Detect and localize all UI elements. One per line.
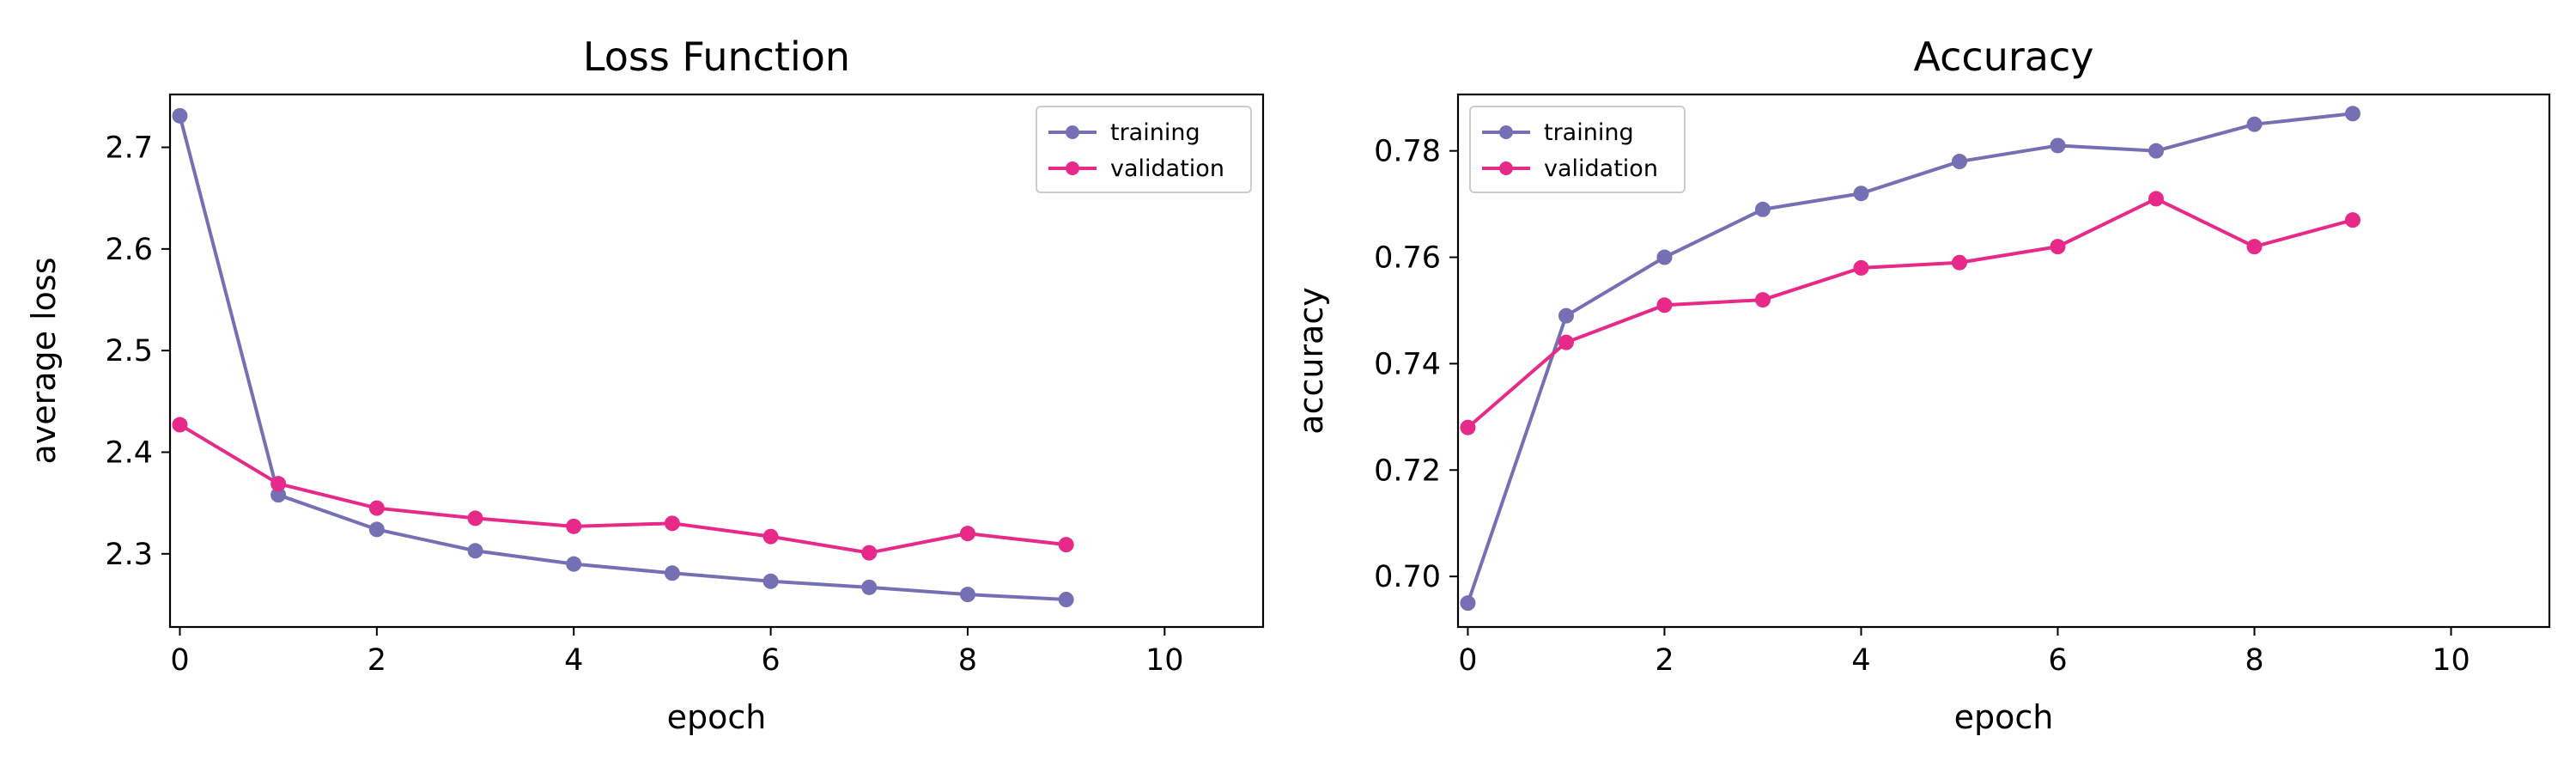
accuracy-point-validation <box>2050 239 2066 255</box>
accuracy-legend-label: validation <box>1544 155 1658 182</box>
accuracy-chart: Accuracy epoch accuracy 0 2 4 6 8 10 0.70 0.72 0… <box>1292 33 2551 736</box>
accuracy-x-tick-label: 8 <box>2245 643 2263 678</box>
loss-point-training <box>172 107 188 124</box>
accuracy-y-tick-label: 0.70 <box>1374 560 1441 594</box>
loss-x-tick-label: 2 <box>368 643 386 678</box>
accuracy-y-tick-label: 0.74 <box>1374 347 1441 381</box>
accuracy-point-validation <box>1951 254 1967 271</box>
accuracy-x-tick-label: 4 <box>1851 643 1870 678</box>
loss-legend: training validation <box>1036 106 1252 193</box>
accuracy-point-training <box>2344 106 2360 122</box>
accuracy-point-training <box>1754 201 1771 217</box>
accuracy-x-tick-label: 10 <box>2432 643 2470 678</box>
loss-point-training <box>270 487 287 503</box>
loss-legend-box <box>1036 106 1252 193</box>
loss-y-tick-label: 2.7 <box>105 131 153 166</box>
loss-x-tick-label: 10 <box>1145 643 1184 678</box>
accuracy-point-training <box>1656 249 1673 265</box>
accuracy-legend-label: training <box>1544 119 1634 146</box>
accuracy-axes-frame <box>1456 93 2551 629</box>
loss-point-training <box>566 556 582 572</box>
accuracy-point-training <box>1853 186 1869 202</box>
loss-series-line-training <box>178 115 1066 602</box>
accuracy-legend: training validation <box>1469 106 1686 193</box>
loss-point-validation <box>1058 537 1074 553</box>
accuracy-point-training <box>2050 137 2066 154</box>
accuracy-point-validation <box>2344 212 2360 228</box>
accuracy-y-axis-label: accuracy <box>1292 287 1330 434</box>
loss-x-tick-label: 0 <box>170 643 189 678</box>
accuracy-point-validation <box>1558 334 1574 350</box>
loss-x-tick-label: 4 <box>564 643 583 678</box>
accuracy-y-tick-label: 0.78 <box>1374 135 1441 169</box>
accuracy-x-axis-label: epoch <box>1954 698 2054 736</box>
loss-point-validation <box>467 510 483 526</box>
accuracy-legend-swatch-marker <box>1499 161 1513 175</box>
loss-point-training <box>467 543 483 559</box>
accuracy-x-tick-label: 0 <box>1458 643 1477 678</box>
loss-legend-swatch-marker <box>1066 125 1079 139</box>
accuracy-point-training <box>1460 595 1476 612</box>
accuracy-x-tick-label: 6 <box>2048 643 2067 678</box>
loss-x-axis-label: epoch <box>667 698 767 736</box>
accuracy-point-validation <box>1853 259 1869 276</box>
loss-point-training <box>368 521 385 538</box>
accuracy-point-validation <box>2246 239 2263 255</box>
loss-point-validation <box>861 545 878 561</box>
accuracy-point-training <box>2148 143 2164 159</box>
accuracy-point-validation <box>1460 419 1476 435</box>
loss-chart-title: Loss Function <box>583 33 850 80</box>
loss-axes-frame <box>168 93 1265 629</box>
accuracy-y-tick-label: 0.72 <box>1374 453 1441 488</box>
accuracy-point-validation <box>2148 191 2164 207</box>
accuracy-legend-box <box>1469 106 1686 193</box>
loss-chart: Loss Function epoch average loss 0 2 4 6 8 10… <box>25 33 1265 736</box>
loss-x-tick-label: 8 <box>958 643 977 678</box>
loss-legend-label: validation <box>1110 155 1224 182</box>
accuracy-legend-swatch-marker <box>1499 125 1513 139</box>
loss-y-axis-label: average loss <box>25 257 63 464</box>
accuracy-y-tick-label: 0.76 <box>1374 241 1441 276</box>
loss-y-tick-label: 2.3 <box>105 538 153 572</box>
accuracy-point-training <box>1951 154 1967 170</box>
accuracy-x-tick-label: 2 <box>1655 643 1674 678</box>
accuracy-point-validation <box>1656 297 1673 313</box>
loss-point-training <box>1058 592 1074 608</box>
loss-point-training <box>861 579 878 595</box>
accuracy-chart-title: Accuracy <box>1913 33 2093 80</box>
loss-point-validation <box>664 515 680 532</box>
loss-point-training <box>959 587 975 603</box>
loss-point-training <box>762 573 779 589</box>
accuracy-point-training <box>1558 307 1574 324</box>
loss-y-tick-label: 2.6 <box>105 233 153 267</box>
loss-point-validation <box>566 518 582 534</box>
loss-legend-swatch-marker <box>1066 161 1079 175</box>
loss-series-line-validation <box>179 423 1066 555</box>
loss-point-training <box>664 565 680 581</box>
loss-x-tick-label: 6 <box>761 643 780 678</box>
loss-point-validation <box>172 417 188 433</box>
accuracy-point-training <box>2246 116 2263 132</box>
loss-point-validation <box>959 526 975 542</box>
loss-y-tick-label: 2.5 <box>105 334 153 368</box>
loss-y-tick-label: 2.4 <box>105 435 153 470</box>
accuracy-point-validation <box>1754 292 1771 308</box>
loss-legend-label: training <box>1110 119 1200 146</box>
loss-point-validation <box>762 528 779 545</box>
accuracy-series-line-validation <box>1467 197 2354 429</box>
loss-point-validation <box>270 476 287 492</box>
accuracy-series-line-training <box>1466 112 2354 604</box>
loss-point-validation <box>368 500 385 516</box>
